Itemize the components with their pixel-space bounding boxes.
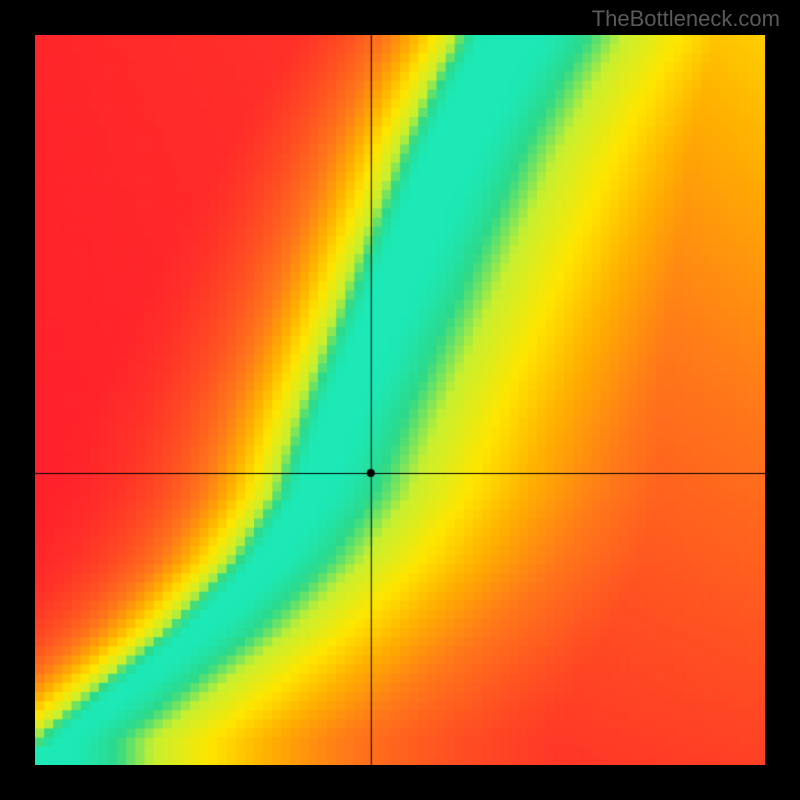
bottleneck-heatmap (35, 35, 765, 765)
watermark-text: TheBottleneck.com (592, 6, 780, 32)
chart-container: TheBottleneck.com (0, 0, 800, 800)
